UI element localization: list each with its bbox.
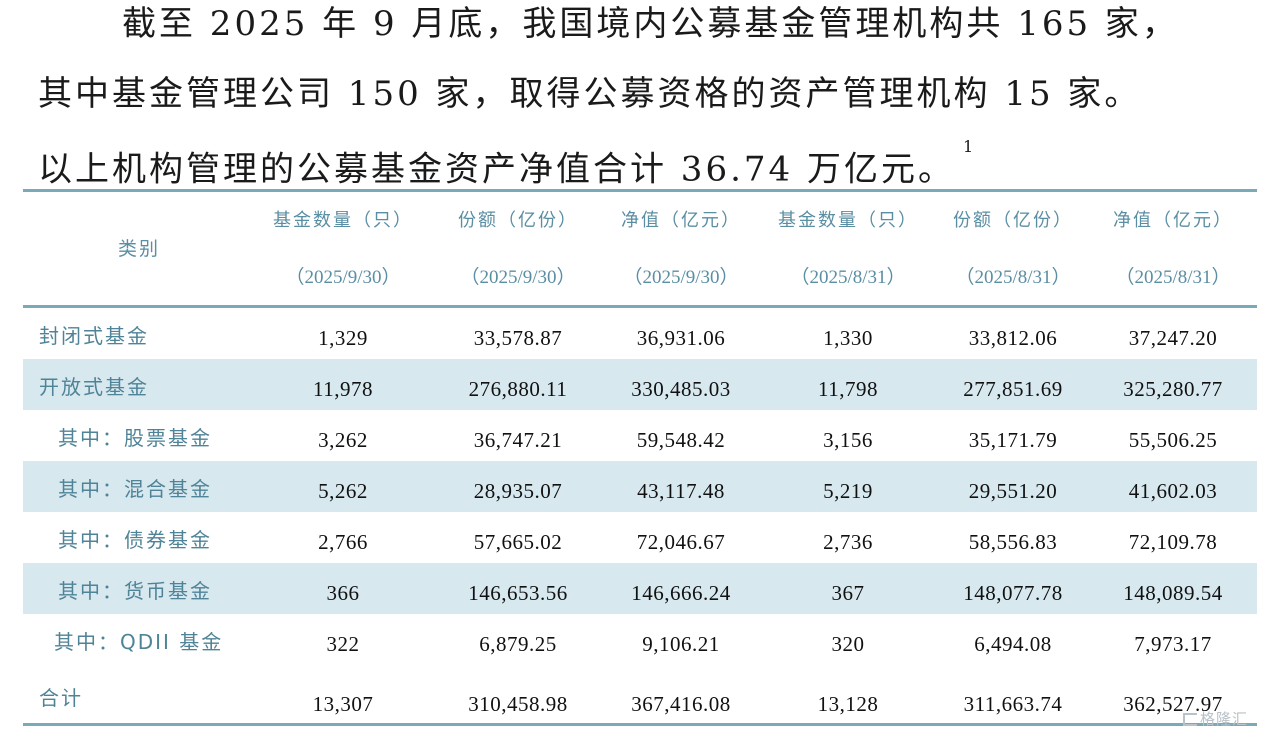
cell-shares-aug: 277,851.69 <box>963 377 1063 401</box>
cell-shares-aug: 58,556.83 <box>968 530 1058 554</box>
header-col-1: 基金数量（只） （2025/9/30） <box>258 206 428 289</box>
row-category: 其中：混合基金 <box>58 477 212 501</box>
cell-shares-sep: 310,458.98 <box>468 692 568 716</box>
footnote-marker[interactable]: 1 <box>962 137 974 156</box>
table-row-bond: 其中：债券基金 2,766 57,665.02 72,046.67 2,736 … <box>23 512 1257 563</box>
cell-count-sep: 322 <box>326 632 360 656</box>
header-date: （2025/9/30） <box>623 267 739 288</box>
header-title: 基金数量（只） <box>778 210 918 231</box>
cell-nav-sep: 330,485.03 <box>631 377 731 401</box>
cell-nav-aug: 7,973.17 <box>1134 632 1212 656</box>
cell-nav-aug: 325,280.77 <box>1123 377 1223 401</box>
table-header-rule <box>23 305 1257 308</box>
header-col-6: 净值（亿元） （2025/8/31） <box>1088 206 1258 289</box>
cell-shares-sep: 57,665.02 <box>473 530 563 554</box>
header-date: （2025/9/30） <box>460 267 576 288</box>
cell-shares-aug: 29,551.20 <box>968 479 1058 503</box>
cell-shares-aug: 33,812.06 <box>968 326 1058 350</box>
cell-nav-aug: 148,089.54 <box>1123 581 1223 605</box>
header-title: 份额（亿份） <box>953 210 1073 231</box>
row-category: 其中：债券基金 <box>58 528 212 552</box>
cell-shares-aug: 311,663.74 <box>963 692 1063 716</box>
header-date: （2025/8/31） <box>955 267 1071 288</box>
cell-count-sep: 5,262 <box>318 479 368 503</box>
table-row-money-market: 其中：货币基金 366 146,653.56 146,666.24 367 14… <box>23 563 1257 614</box>
cell-nav-aug: 55,506.25 <box>1128 428 1218 452</box>
cell-shares-sep: 146,653.56 <box>468 581 568 605</box>
header-col-2: 份额（亿份） （2025/9/30） <box>433 206 603 289</box>
cell-shares-aug: 148,077.78 <box>963 581 1063 605</box>
cell-nav-sep: 146,666.24 <box>631 581 731 605</box>
cell-nav-aug: 362,527.97 <box>1123 692 1223 716</box>
header-col-5: 份额（亿份） （2025/8/31） <box>928 206 1098 289</box>
cell-count-sep: 11,978 <box>313 377 373 401</box>
cell-count-sep: 366 <box>326 581 360 605</box>
paragraph-line-3-text: 以上机构管理的公募基金资产净值合计 36.74 万亿元。 <box>38 149 955 190</box>
table-header: 类别 基金数量（只） （2025/9/30） 份额（亿份） （2025/9/30） … <box>23 192 1257 305</box>
cell-shares-aug: 6,494.08 <box>974 632 1052 656</box>
row-category: 封闭式基金 <box>39 324 149 348</box>
paragraph-line-2: 其中基金管理公司 150 家，取得公募资格的资产管理机构 15 家。 <box>38 74 1142 114</box>
cell-nav-aug: 41,602.03 <box>1128 479 1218 503</box>
cell-nav-aug: 37,247.20 <box>1128 326 1218 350</box>
cell-count-aug: 2,736 <box>823 530 873 554</box>
cell-nav-sep: 43,117.48 <box>637 479 725 503</box>
cell-count-sep: 2,766 <box>318 530 368 554</box>
cell-count-aug: 320 <box>831 632 865 656</box>
cell-shares-sep: 6,879.25 <box>479 632 557 656</box>
cell-nav-sep: 367,416.08 <box>631 692 731 716</box>
header-title: 基金数量（只） <box>273 210 413 231</box>
row-category: 其中：QDII 基金 <box>54 630 224 654</box>
table-row-total: 合计 13,307 310,458.98 367,416.08 13,128 3… <box>23 668 1257 723</box>
table-bottom-rule <box>23 723 1257 726</box>
table-row-hybrid: 其中：混合基金 5,262 28,935.07 43,117.48 5,219 … <box>23 461 1257 512</box>
row-category: 其中：股票基金 <box>58 426 212 450</box>
header-date: （2025/8/31） <box>1115 267 1231 288</box>
cell-nav-sep: 59,548.42 <box>636 428 726 452</box>
header-category: 类别 <box>118 238 161 260</box>
cell-shares-sep: 36,747.21 <box>473 428 563 452</box>
cell-nav-sep: 36,931.06 <box>636 326 726 350</box>
cell-count-aug: 3,156 <box>823 428 873 452</box>
cell-nav-aug: 72,109.78 <box>1128 530 1218 554</box>
table-row-qdii: 其中：QDII 基金 322 6,879.25 9,106.21 320 6,4… <box>23 614 1257 665</box>
header-title: 份额（亿份） <box>458 210 578 231</box>
watermark: 格隆汇 <box>1183 708 1248 729</box>
header-date: （2025/9/30） <box>285 267 401 288</box>
paragraph-line-3: 以上机构管理的公募基金资产净值合计 36.74 万亿元。 1 <box>38 128 973 204</box>
watermark-logo-icon <box>1183 713 1197 726</box>
header-col-3: 净值（亿元） （2025/9/30） <box>596 206 766 289</box>
cell-shares-sep: 276,880.11 <box>468 377 568 401</box>
cell-count-aug: 1,330 <box>823 326 873 350</box>
cell-count-aug: 367 <box>831 581 865 605</box>
cell-count-sep: 13,307 <box>312 692 374 716</box>
cell-shares-aug: 35,171.79 <box>968 428 1058 452</box>
cell-shares-sep: 33,578.87 <box>473 326 563 350</box>
row-category: 其中：货币基金 <box>58 579 212 603</box>
row-category: 开放式基金 <box>39 375 149 399</box>
table-row-open-end: 开放式基金 11,978 276,880.11 330,485.03 11,79… <box>23 359 1257 410</box>
cell-shares-sep: 28,935.07 <box>473 479 563 503</box>
cell-count-aug: 13,128 <box>817 692 879 716</box>
header-date: （2025/8/31） <box>790 267 906 288</box>
cell-count-aug: 5,219 <box>823 479 873 503</box>
cell-count-sep: 3,262 <box>318 428 368 452</box>
cell-count-aug: 11,798 <box>818 377 878 401</box>
cell-count-sep: 1,329 <box>318 326 368 350</box>
watermark-text: 格隆汇 <box>1200 710 1249 728</box>
header-title: 净值（亿元） <box>1113 210 1233 231</box>
row-category: 合计 <box>39 686 83 710</box>
table-row-closed-end: 封闭式基金 1,329 33,578.87 36,931.06 1,330 33… <box>23 308 1257 359</box>
cell-nav-sep: 9,106.21 <box>642 632 720 656</box>
header-title: 净值（亿元） <box>621 210 741 231</box>
cell-nav-sep: 72,046.67 <box>636 530 726 554</box>
header-col-4: 基金数量（只） （2025/8/31） <box>763 206 933 289</box>
paragraph-line-1: 截至 2025 年 9 月底，我国境内公募基金管理机构共 165 家， <box>122 4 1179 44</box>
table-row-equity: 其中：股票基金 3,262 36,747.21 59,548.42 3,156 … <box>23 410 1257 461</box>
table-top-rule <box>23 189 1257 192</box>
